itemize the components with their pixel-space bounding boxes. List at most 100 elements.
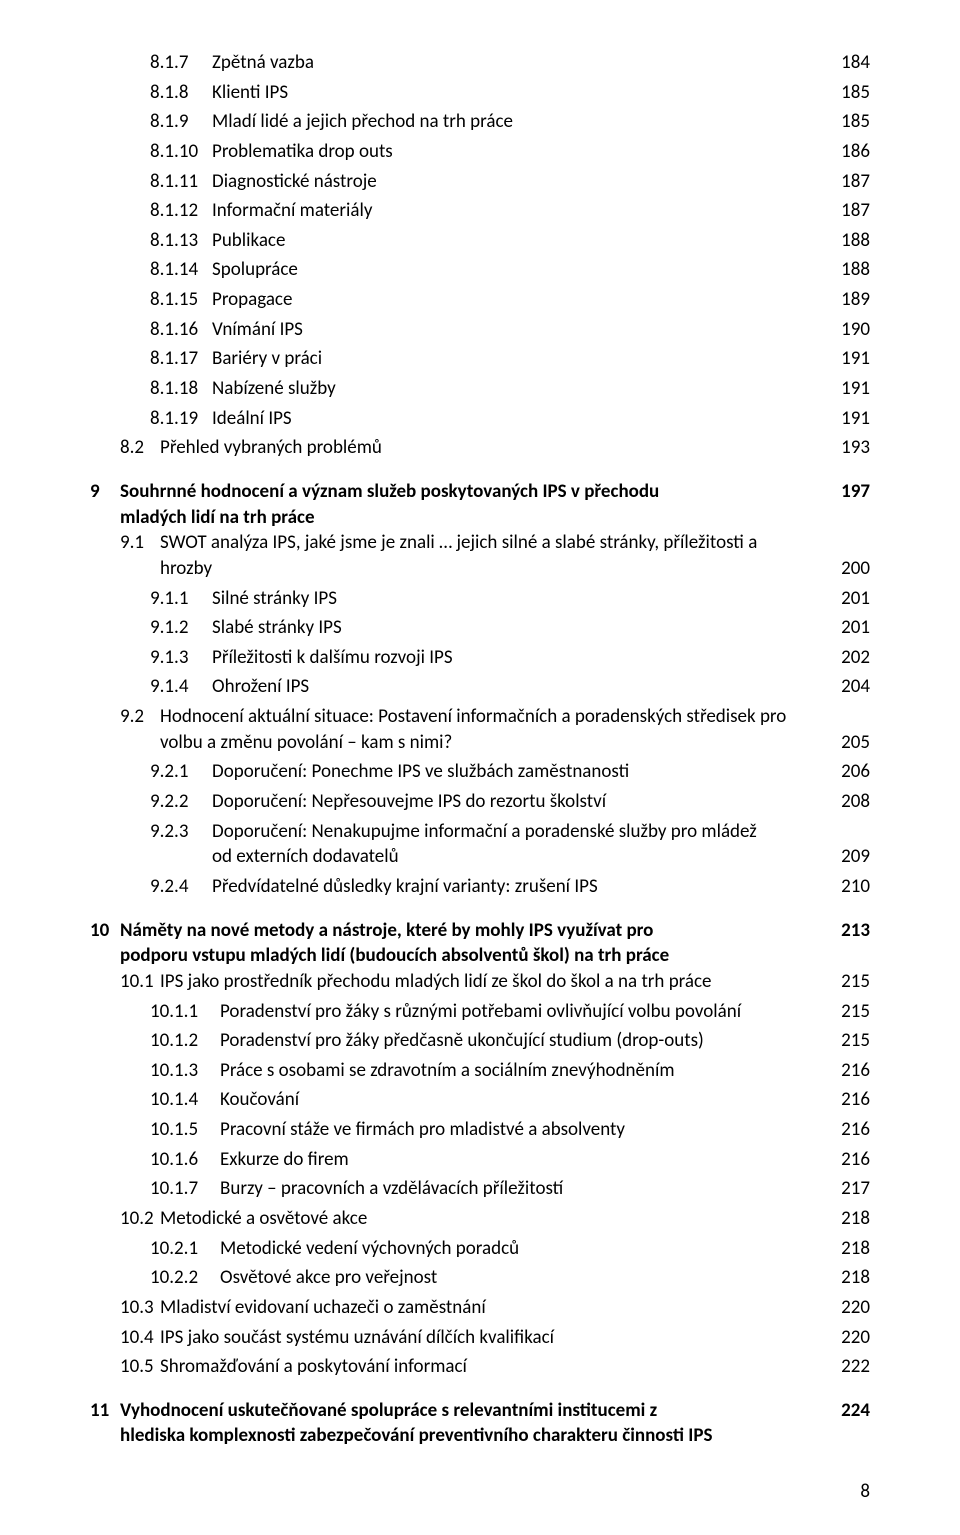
toc-label: Doporučení: Nepřesouvejme IPS do rezortu… (212, 790, 606, 813)
toc-page: 209 (830, 844, 870, 870)
toc-item: 10.1.2Poradenství pro žáky předčasně uko… (90, 1028, 870, 1054)
toc-item: 8.1.7Zpětná vazba 184 (90, 50, 870, 76)
toc-label: Problematika drop outs (212, 140, 393, 163)
toc-num: 9.2 (120, 704, 160, 755)
toc-num: 8.1.16 (150, 317, 212, 343)
chapter-title-line2: hlediska komplexnosti zabezpečování prev… (120, 1424, 712, 1447)
toc-num: 9.2.2 (150, 789, 212, 815)
toc-page: 187 (830, 198, 870, 224)
toc-item: 9.2 Hodnocení aktuální situace: Postaven… (90, 704, 870, 755)
toc-item: 9.1.4Ohrožení IPS 204 (90, 674, 870, 700)
toc-num: 10.3 (120, 1295, 160, 1321)
toc-page: 191 (830, 346, 870, 372)
toc-page: 218 (830, 1236, 870, 1262)
toc-num: 8.1.11 (150, 169, 212, 195)
toc-page: 193 (830, 435, 870, 461)
toc-label: Shromažďování a poskytování informací (160, 1355, 467, 1378)
chapter-title-line1: Vyhodnocení uskutečňované spolupráce s r… (120, 1399, 657, 1422)
toc-item: 10.1.7Burzy – pracovních a vzdělávacích … (90, 1176, 870, 1202)
toc-label: Klienti IPS (212, 81, 288, 104)
toc-item: 10.4IPS jako součást systému uznávání dí… (90, 1325, 870, 1351)
toc-item: 10.3Mladiství evidovaní uchazeči o zaměs… (90, 1295, 870, 1321)
toc-page: 188 (830, 257, 870, 283)
toc-item: 10.1.4Koučování 216 (90, 1087, 870, 1113)
toc-page: 216 (830, 1147, 870, 1173)
toc-page: 218 (830, 1265, 870, 1291)
section-8-items: 8.1.7Zpětná vazba 184 8.1.8Klienti IPS 1… (90, 50, 870, 461)
toc-num: 10.1.5 (150, 1117, 220, 1143)
toc-item: 8.1.12Informační materiály 187 (90, 198, 870, 224)
toc-num: 10.2.1 (150, 1236, 220, 1262)
toc-item: 10.1.3Práce s osobami se zdravotním a so… (90, 1058, 870, 1084)
toc-label: Exkurze do firem (220, 1148, 349, 1171)
toc-label-line2: od externích dodavatelů (212, 845, 399, 868)
toc-page: 204 (830, 674, 870, 700)
toc-item: 9.2.4Předvídatelné důsledky krajní varia… (90, 874, 870, 900)
toc-label: Pracovní stáže ve firmách pro mladistvé … (220, 1118, 625, 1141)
toc-num: 9.1.3 (150, 645, 212, 671)
toc-label: Bariéry v práci (212, 347, 322, 370)
toc-label-line1: Doporučení: Nenakupujme informační a por… (212, 820, 757, 843)
toc-item: 10.5Shromažďování a poskytování informac… (90, 1354, 870, 1380)
toc-item: 8.1.18Nabízené služby 191 (90, 376, 870, 402)
toc-page: 185 (830, 80, 870, 106)
toc-label: Burzy – pracovních a vzdělávacích přílež… (220, 1177, 563, 1200)
toc-num: 9.2.1 (150, 759, 212, 785)
toc-page: 215 (830, 999, 870, 1025)
toc-page: 200 (830, 556, 870, 582)
chapter-title-line2: mladých lidí na trh práce (120, 506, 315, 529)
toc-page: 190 (830, 317, 870, 343)
toc-num: 9.2.3 (150, 819, 212, 870)
toc-page: 186 (830, 139, 870, 165)
toc-num: 10.1.6 (150, 1147, 220, 1173)
toc-item: 10.1.5Pracovní stáže ve firmách pro mlad… (90, 1117, 870, 1143)
toc-label: Předvídatelné důsledky krajní varianty: … (212, 875, 598, 898)
toc-num: 10.2 (120, 1206, 160, 1232)
toc-num: 8.1.19 (150, 406, 212, 432)
toc-item: 9.1.1Silné stránky IPS 201 (90, 586, 870, 612)
toc-page: 202 (830, 645, 870, 671)
chapter-heading: 9 Souhrnné hodnocení a význam služeb pos… (90, 479, 870, 530)
chapter-title-line1: Náměty na nové metody a nástroje, které … (120, 919, 653, 942)
toc-num: 8.1.12 (150, 198, 212, 224)
toc-label: Zpětná vazba (212, 51, 314, 74)
toc-item: 10.1IPS jako prostředník přechodu mladýc… (90, 969, 870, 995)
page-number: 8 (90, 1479, 870, 1505)
chapter-heading: 10 Náměty na nové metody a nástroje, kte… (90, 918, 870, 969)
toc-label: Mladí lidé a jejich přechod na trh práce (212, 110, 513, 133)
toc-label: Diagnostické nástroje (212, 170, 377, 193)
chapter-num: 10 (90, 918, 120, 969)
toc-label: Vnímání IPS (212, 318, 303, 341)
chapter-num: 9 (90, 479, 120, 530)
toc-item: 8.1.19Ideální IPS 191 (90, 406, 870, 432)
toc-num: 9.1.4 (150, 674, 212, 700)
toc-num: 8.1.14 (150, 257, 212, 283)
toc-page: 188 (830, 228, 870, 254)
chapter-num: 11 (90, 1398, 120, 1449)
toc-num: 8.1.15 (150, 287, 212, 313)
toc-num: 10.1.3 (150, 1058, 220, 1084)
toc-page: 191 (830, 376, 870, 402)
toc-num: 8.1.17 (150, 346, 212, 372)
section-10: 10 Náměty na nové metody a nástroje, kte… (90, 918, 870, 1380)
toc-label: Ideální IPS (212, 407, 292, 430)
toc-label: Ohrožení IPS (212, 675, 309, 698)
toc-page: 201 (830, 615, 870, 641)
section-9: 9 Souhrnné hodnocení a význam služeb pos… (90, 479, 870, 900)
toc-label: Mladiství evidovaní uchazeči o zaměstnán… (160, 1296, 486, 1319)
toc-item: 8.1.13Publikace 188 (90, 228, 870, 254)
toc-label-line1: SWOT analýza IPS, jaké jsme je znali … j… (160, 531, 757, 554)
toc-item: 9.2.2Doporučení: Nepřesouvejme IPS do re… (90, 789, 870, 815)
toc-num: 10.2.2 (150, 1265, 220, 1291)
toc-page: 222 (830, 1354, 870, 1380)
toc-page: 220 (830, 1295, 870, 1321)
toc-num: 9.1 (120, 530, 160, 581)
toc-page: 201 (830, 586, 870, 612)
toc-label: Metodické a osvětové akce (160, 1207, 367, 1230)
toc-page: 224 (830, 1398, 870, 1424)
toc-num: 10.1.4 (150, 1087, 220, 1113)
toc-page: 218 (830, 1206, 870, 1232)
chapter-title-line1: Souhrnné hodnocení a význam služeb posky… (120, 480, 659, 503)
toc-item: 8.1.17Bariéry v práci 191 (90, 346, 870, 372)
chapter-heading: 11 Vyhodnocení uskutečňované spolupráce … (90, 1398, 870, 1449)
